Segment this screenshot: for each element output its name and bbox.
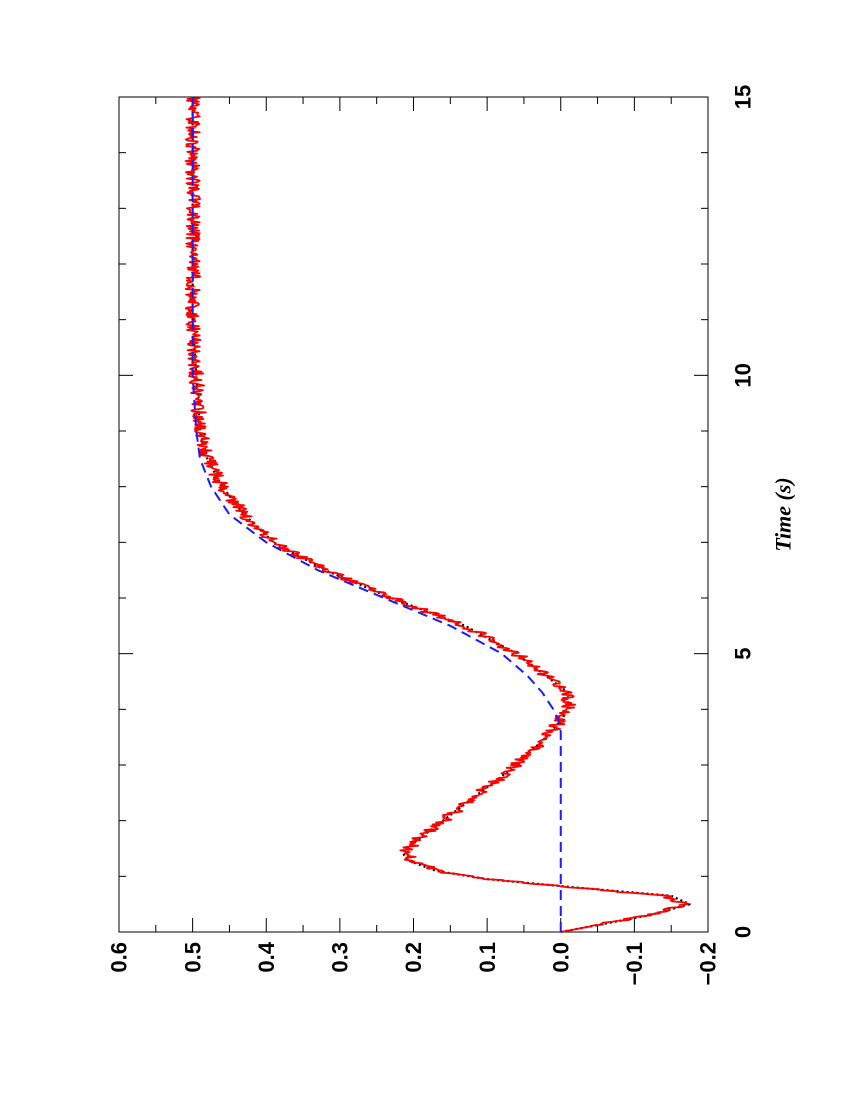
y-tick-label: −0.2 bbox=[696, 942, 721, 985]
y-tick-label: −0.1 bbox=[622, 942, 647, 985]
y-tick-label: 0.3 bbox=[328, 942, 353, 973]
x-tick-label: 5 bbox=[731, 648, 756, 660]
plot-frame bbox=[118, 96, 709, 933]
series-line-solid bbox=[184, 96, 689, 933]
x-tick-label: 15 bbox=[731, 85, 756, 109]
y-tick-label: 0.5 bbox=[180, 942, 205, 973]
y-tick-label: 0.1 bbox=[475, 942, 500, 973]
x-tick-label: 10 bbox=[731, 363, 756, 387]
y-tick-label: 0.6 bbox=[107, 942, 132, 973]
y-tick-label: 0.0 bbox=[548, 942, 573, 973]
x-tick-label: 0 bbox=[731, 926, 756, 938]
y-tick-label: 0.4 bbox=[254, 941, 279, 972]
plot-area: 0 5 10 15 −0.2 −0.1 0.0 0.1 0.2 0.3 0.4 0.5 0.6 Time … bbox=[107, 85, 796, 986]
series-line-dotted bbox=[191, 97, 691, 934]
x-axis-title: Time (s) bbox=[771, 477, 796, 551]
y-tick-label: 0.2 bbox=[401, 942, 426, 973]
series-line-dashed bbox=[191, 97, 562, 932]
